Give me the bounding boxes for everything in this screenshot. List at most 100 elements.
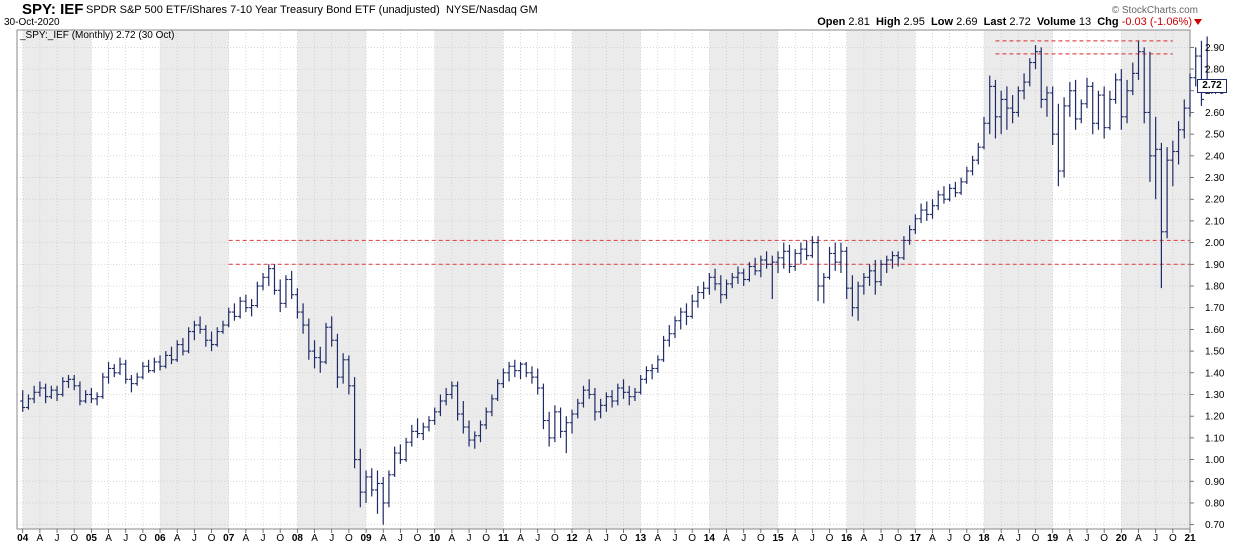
ohlc-bar [580, 385, 586, 408]
ohlc-bar [237, 296, 243, 319]
ohlc-bar [666, 325, 672, 347]
x-tick-label: A [1135, 533, 1142, 544]
ohlc-bar [758, 255, 764, 278]
y-tick-label: 2.80 [1205, 65, 1225, 76]
volume-label: Volume [1036, 16, 1076, 28]
ohlc-bar [930, 199, 936, 219]
ohlc-bar [1010, 95, 1016, 124]
ohlc-bar [1107, 90, 1113, 130]
ohlc-bar [1095, 90, 1101, 130]
ohlc-bar [970, 155, 976, 176]
x-tick-label: J [329, 533, 334, 544]
y-tick-label: 0.90 [1205, 477, 1225, 488]
ohlc-bar [1033, 45, 1039, 70]
ohlc-bar [878, 259, 884, 287]
x-tick-label: O [620, 533, 628, 544]
ohlc-bar [157, 355, 163, 371]
x-tick-label: O [757, 533, 765, 544]
y-tick-label: 1.20 [1205, 412, 1225, 423]
chart-header: SPY: IEF SPDR S&P 500 ETF/iShares 7-10 Y… [0, 0, 1240, 30]
ohlc-bar [363, 470, 369, 503]
ohlc-bar [867, 264, 873, 287]
ohlc-bar [254, 281, 260, 308]
y-tick-label: 2.90 [1205, 43, 1225, 54]
x-tick-label: O [345, 533, 353, 544]
x-tick-label: O [963, 533, 971, 544]
chart-date: 30-Oct-2020 [4, 17, 60, 28]
ohlc-bar [409, 424, 415, 447]
ohlc-bar [128, 374, 134, 393]
ohlc-bar [918, 203, 924, 224]
ohlc-bar [352, 377, 358, 469]
ohlc-bar [523, 361, 529, 378]
ohlc-bar [844, 246, 850, 300]
ohlc-bar [952, 181, 958, 198]
ohlc-bar [134, 372, 140, 386]
ohlc-bar [1027, 58, 1033, 87]
ohlc-bar [346, 355, 352, 395]
ohlc-bar [214, 327, 220, 347]
ohlc-bar [792, 249, 798, 271]
ohlc-bar [460, 400, 466, 434]
x-tick-label: 08 [292, 533, 304, 544]
x-tick-label: O [688, 533, 696, 544]
x-tick-label: 18 [978, 533, 990, 544]
x-tick-label: A [861, 533, 868, 544]
ohlc-bar [941, 186, 947, 204]
ohlc-bar [718, 275, 724, 304]
ohlc-bar [781, 242, 787, 269]
y-tick-label: 2.20 [1205, 195, 1225, 206]
ohlc-bar [1084, 77, 1090, 109]
ohlc-bar [1055, 103, 1061, 187]
ohlc-bar [701, 281, 707, 300]
ohlc-bar [689, 294, 695, 319]
y-tick-label: 2.00 [1205, 238, 1225, 249]
y-tick-label: 2.10 [1205, 216, 1225, 227]
x-tick-label: 15 [772, 533, 784, 544]
ohlc-bar [838, 242, 844, 273]
y-tick-label: 0.80 [1205, 498, 1225, 509]
ohlc-bar [752, 257, 758, 276]
ohlc-bar [1050, 86, 1056, 145]
x-tick-label: O [826, 533, 834, 544]
ohlc-bar [1147, 51, 1153, 182]
ohlc-bar [998, 90, 1004, 135]
ohlc-bar [1038, 47, 1044, 109]
x-tick-label: 10 [429, 533, 441, 544]
x-tick-label: 14 [704, 533, 716, 544]
ohlc-bar [123, 359, 129, 384]
ohlc-bar [1193, 47, 1199, 87]
ohlc-bar [277, 279, 283, 313]
ohlc-bar [518, 361, 524, 380]
last-label: Last [983, 16, 1007, 28]
ohlc-bar [609, 390, 615, 408]
ohlc-bar [420, 422, 426, 441]
ohlc-bar [1181, 99, 1187, 139]
ohlc-bar [1158, 142, 1164, 289]
ohlc-bar [260, 272, 266, 291]
ohlc-bar [1078, 99, 1084, 124]
y-tick-label: 2.60 [1205, 108, 1225, 119]
open-value: 2.81 [848, 16, 870, 28]
ticker-symbol: SPY: IEF [22, 1, 84, 18]
ohlc-bar [569, 409, 575, 434]
ohlc-bar [575, 398, 581, 419]
x-tick-label: A [1067, 533, 1074, 544]
ohlc-bar [483, 407, 489, 430]
ohlc-bar [695, 286, 701, 308]
y-tick-label: 1.90 [1205, 260, 1225, 271]
x-tick-label: J [123, 533, 128, 544]
ohlc-bar [43, 383, 49, 404]
ohlc-bar [77, 381, 83, 406]
ohlc-bar [712, 268, 718, 291]
ohlc-bar [249, 299, 255, 317]
x-tick-label: O [1032, 533, 1040, 544]
ohlc-bar [764, 251, 770, 269]
x-tick-label: 07 [223, 533, 235, 544]
ohlc-bar [535, 368, 541, 395]
ohlc-bar [1164, 147, 1170, 239]
ohlc-bar [449, 381, 455, 399]
brand-watermark[interactable]: © StockCharts.com [1111, 5, 1198, 16]
x-tick-label: 09 [360, 533, 372, 544]
ohlc-bar [1021, 73, 1027, 100]
